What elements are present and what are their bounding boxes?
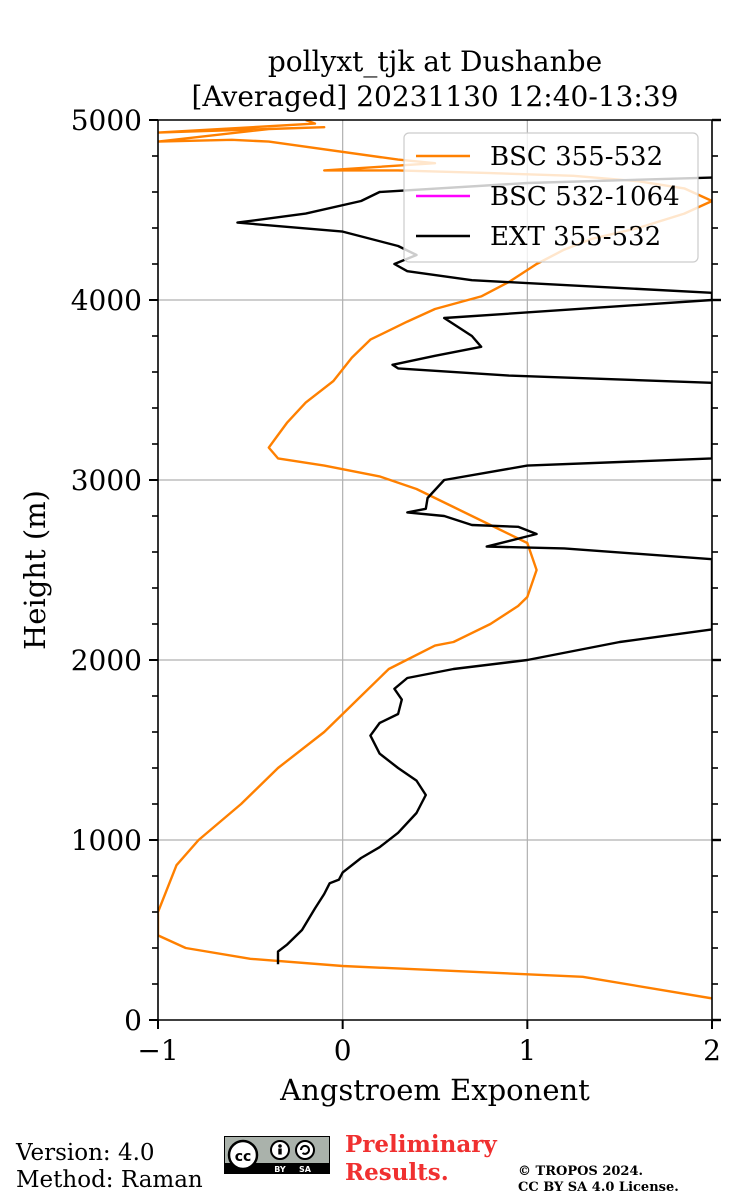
series-line-ext-355-532 [236, 176, 712, 965]
series-layer [158, 120, 712, 1000]
preliminary-results-note: Preliminary Results. [345, 1131, 497, 1187]
y-tick-label: 0 [124, 1004, 142, 1037]
copyright-line2: CC BY SA 4.0 License. [518, 1180, 679, 1195]
preliminary-line2: Results. [345, 1159, 449, 1186]
copyright-note: © TROPOS 2024. CC BY SA 4.0 License. [518, 1164, 679, 1196]
y-tick-label: 4000 [71, 284, 142, 317]
y-tick-label: 5000 [71, 104, 142, 137]
series-line-bsc-355-532 [158, 120, 712, 1000]
y-tick-label: 1000 [71, 824, 142, 857]
y-axis-label: Height (m) [18, 490, 52, 650]
method-text: Method: Raman [16, 1167, 203, 1193]
x-tick-label: 0 [334, 1034, 352, 1067]
cc-by-sa-icon: cc BY SA [224, 1136, 330, 1174]
svg-text:cc: cc [235, 1149, 252, 1165]
chart-title-line1: pollyxt_tjk at Dushanbe [268, 45, 602, 78]
x-tick-label: −1 [137, 1034, 178, 1067]
version-text: Version: 4.0 [16, 1140, 155, 1166]
legend-label: BSC 355-532 [490, 142, 663, 172]
axes [157, 119, 713, 1021]
legend-label: EXT 355-532 [490, 222, 661, 252]
svg-text:SA: SA [299, 1165, 312, 1174]
legend-box [403, 132, 699, 263]
y-tick-label: 2000 [71, 644, 142, 677]
x-tick-label: 1 [518, 1034, 536, 1067]
svg-text:BY: BY [274, 1165, 286, 1174]
legend: BSC 355-532 BSC 532-1064 EXT 355-532 [403, 132, 699, 263]
y-tick-label: 3000 [71, 464, 142, 497]
legend-label: BSC 532-1064 [490, 182, 680, 212]
copyright-line1: © TROPOS 2024. [518, 1164, 644, 1179]
x-tick-label: 2 [703, 1034, 721, 1067]
x-axis-label: Angstroem Exponent [279, 1073, 590, 1107]
chart-title-line2: [Averaged] 20231130 12:40-13:39 [192, 80, 679, 113]
preliminary-line1: Preliminary [345, 1131, 497, 1158]
